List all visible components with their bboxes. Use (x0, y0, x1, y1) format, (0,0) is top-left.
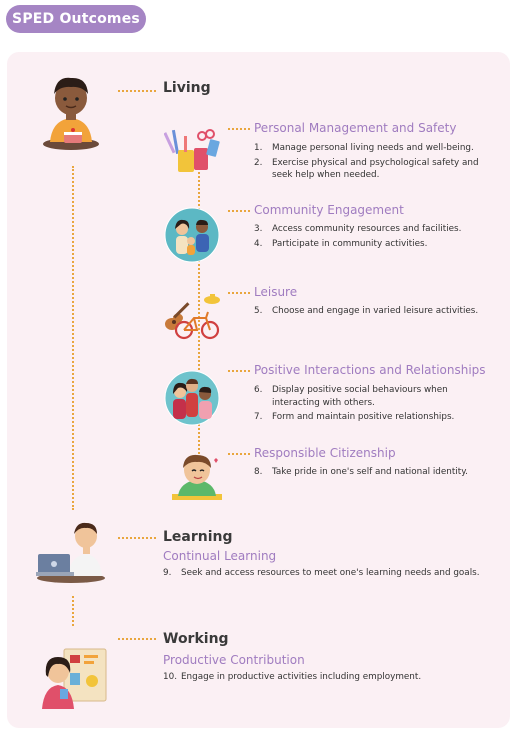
list-continual-learning: 9. Seek and access resources to meet one'… (163, 567, 483, 582)
item-text: Choose and engage in varied leisure acti… (272, 306, 479, 316)
worker-icon (42, 648, 107, 709)
connector-sub-1 (228, 128, 250, 130)
item-number: 9. (163, 568, 172, 578)
connector-sub-3 (228, 292, 250, 294)
subheading-continual-learning: Continual Learning (163, 549, 277, 563)
list-item: 9. Seek and access resources to meet one'… (163, 567, 483, 580)
list-leisure: 5. Choose and engage in varied leisure ac… (254, 305, 484, 320)
connector-sub-5 (228, 453, 250, 455)
list-item: 5. Choose and engage in varied leisure ac… (254, 305, 484, 318)
page-title: SPED Outcomes (12, 11, 140, 27)
guitar-bicycle-icon (165, 294, 220, 340)
connector-sub-4 (228, 370, 250, 372)
item-number: 1. (254, 143, 263, 153)
item-number: 4. (254, 238, 263, 249)
item-text: Exercise physical and psychological safe… (272, 157, 479, 181)
friends-icon (164, 370, 220, 426)
list-responsible-citizenship: 8. Take pride in one's self and national … (254, 466, 492, 481)
heading-learning: Learning (163, 529, 233, 545)
list-item: 3. Access community resources and facilit… (254, 223, 484, 236)
heading-working: Working (163, 631, 229, 647)
community-icon (164, 207, 220, 263)
item-text: Take pride in one's self and national id… (272, 467, 468, 477)
list-item: 10. Engage in productive activities inclu… (163, 671, 483, 684)
title-badge: SPED Outcomes (6, 5, 146, 33)
list-item: 7. Form and maintain positive relationshi… (254, 411, 492, 424)
list-positive-interactions: 6. Display positive social behaviours whe… (254, 384, 492, 426)
item-text: Display positive social behaviours when … (272, 385, 448, 408)
subheading-personal-management: Personal Management and Safety (254, 121, 457, 135)
item-number: 10. (163, 672, 177, 682)
connector-learning-working (72, 596, 74, 626)
subheading-responsible-citizenship: Responsible Citizenship (254, 446, 396, 460)
item-number: 6. (254, 385, 263, 395)
subheading-community-engagement: Community Engagement (254, 203, 404, 217)
item-text: Participate in community activities. (272, 238, 428, 249)
boy-eating-icon (43, 77, 99, 150)
item-text: Manage personal living needs and well-be… (272, 143, 474, 153)
list-productive-contribution: 10. Engage in productive activities inclu… (163, 671, 483, 686)
item-number: 5. (254, 306, 263, 316)
list-item: 2. Exercise physical and psychological sa… (254, 157, 484, 182)
item-text: Form and maintain positive relationships… (272, 412, 455, 423)
proud-boy-icon (172, 454, 222, 500)
connector-sub-2 (228, 210, 250, 212)
item-number: 7. (254, 412, 263, 423)
stationery-icon (164, 129, 220, 172)
item-number: 8. (254, 467, 263, 477)
item-number: 2. (254, 157, 263, 168)
item-number: 3. (254, 224, 263, 234)
outcomes-panel (7, 52, 510, 728)
list-item: 4. Participate in community activities. (254, 238, 484, 251)
subheading-leisure: Leisure (254, 285, 298, 299)
connector-learning (118, 537, 156, 539)
list-item: 1. Manage personal living needs and well-… (254, 142, 484, 155)
list-community-engagement: 3. Access community resources and facilit… (254, 223, 484, 252)
connector-living-sub (198, 152, 200, 454)
subheading-positive-interactions: Positive Interactions and Relationships (254, 363, 486, 377)
subheading-productive-contribution: Productive Contribution (163, 653, 305, 667)
list-personal-management: 1. Manage personal living needs and well-… (254, 142, 484, 184)
item-text: Engage in productive activities includin… (181, 672, 422, 682)
list-item: 8. Take pride in one's self and national … (254, 466, 492, 479)
item-text: Seek and access resources to meet one's … (181, 568, 480, 578)
list-item: 6. Display positive social behaviours whe… (254, 384, 492, 409)
connector-working (118, 638, 156, 640)
connector-living (118, 90, 156, 92)
item-text: Access community resources and facilitie… (272, 224, 462, 234)
student-laptop-icon (36, 522, 105, 583)
connector-main-vertical (72, 166, 74, 510)
heading-living: Living (163, 80, 211, 96)
